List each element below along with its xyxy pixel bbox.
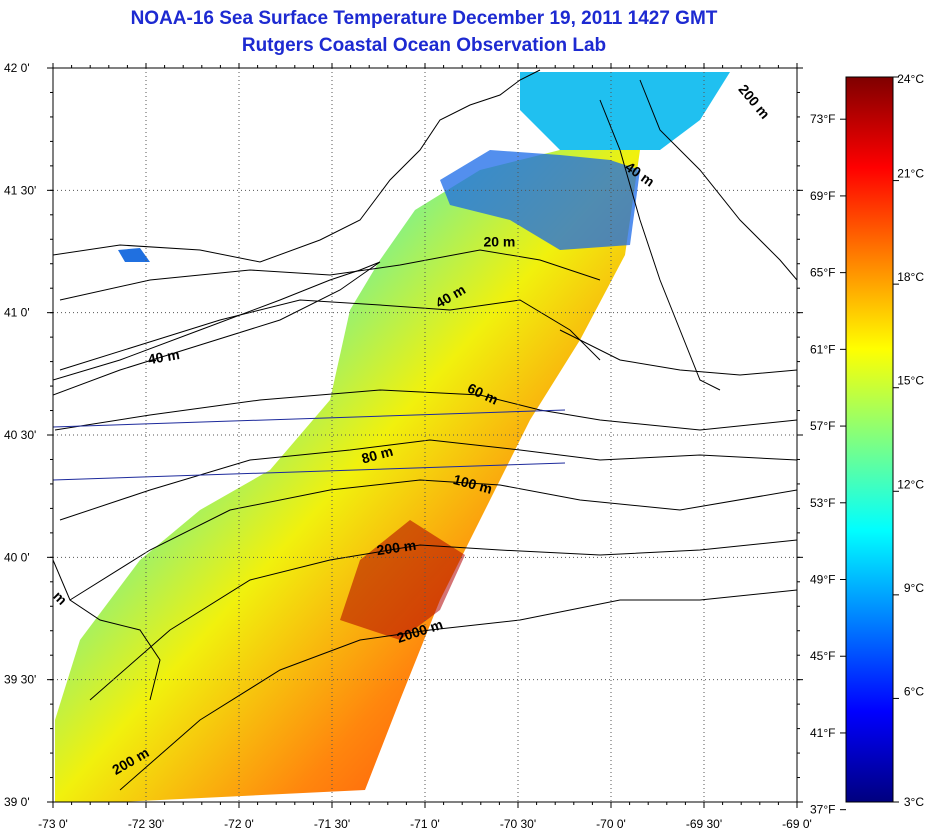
colorbar-fahrenheit-label: 65°F: [810, 266, 835, 280]
colorbar-fahrenheit-label: 61°F: [810, 342, 835, 356]
colorbar-celsius-label: 12°C: [897, 477, 924, 491]
lon-tick-label: -70 30': [500, 817, 536, 831]
colorbar-fahrenheit-label: 73°F: [810, 112, 835, 126]
lat-tick-label: 42 0': [4, 61, 30, 75]
colorbar-celsius-label: 3°C: [904, 795, 924, 809]
nj-coast: [53, 559, 161, 701]
colorbar-celsius-label: 21°C: [897, 167, 924, 181]
coastline: [53, 69, 541, 263]
colorbar-fahrenheit-labels: 73°F 69°F 65°F 61°F 57°F 53°F 49°F 45°F 41°F 37°F: [810, 112, 846, 817]
lon-tick-label: -72 0': [224, 817, 254, 831]
sst-coastal-patch: [118, 248, 150, 262]
colorbar-fahrenheit-label: 57°F: [810, 419, 835, 433]
colorbar-celsius-label: 18°C: [897, 270, 924, 284]
colorbar-fahrenheit-label: 45°F: [810, 649, 835, 663]
transect-line-south: [53, 462, 566, 481]
lat-tick-label: 41 0': [4, 306, 30, 320]
graticule: [53, 68, 797, 802]
colorbar-fahrenheit-label: 69°F: [810, 189, 835, 203]
map-subtitle: Rutgers Coastal Ocean Observation Lab: [241, 35, 607, 56]
lat-tick-label: 39 0': [4, 795, 30, 809]
isobath-label: 20 m: [483, 234, 515, 250]
lon-tick-label: -69 30': [686, 817, 722, 831]
isobath-label: 80 m: [360, 443, 395, 467]
lat-tick-label: 40 30': [4, 428, 36, 442]
lat-tick-label: 40 0': [4, 550, 30, 564]
sst-swath-north: [520, 72, 730, 150]
colorbar-fahrenheit-label: 53°F: [810, 496, 835, 510]
lat-tick-label: 39 30': [4, 673, 36, 687]
lon-tick-label: -73 0': [38, 817, 68, 831]
longitude-axis: -73 0' -72 30' -72 0' -71 30' -71 0' -70 30' -…: [38, 63, 812, 831]
colorbar-celsius-label: 15°C: [897, 374, 924, 388]
transect-line-north: [53, 409, 566, 428]
lon-tick-label: -71 30': [314, 817, 350, 831]
colorbar: [845, 76, 894, 803]
colorbar-celsius-label: 24°C: [897, 72, 924, 86]
sst-cold-patch: [440, 150, 640, 250]
cape-cod-coast: [599, 99, 721, 391]
lon-tick-label: -69 0': [782, 817, 812, 831]
colorbar-celsius-label: 6°C: [904, 684, 924, 698]
colorbar-celsius-label: 9°C: [904, 581, 924, 595]
colorbar-fahrenheit-label: 41°F: [810, 726, 835, 740]
isobath-label: 200 m: [376, 537, 418, 558]
colorbar-fahrenheit-label: 49°F: [810, 573, 835, 587]
isobath-label: 40 m: [147, 346, 181, 367]
map-title: NOAA-16 Sea Surface Temperature December…: [130, 8, 718, 29]
lon-tick-label: -71 0': [410, 817, 440, 831]
colorbar-celsius-labels: 24°C 21°C 18°C 15°C 12°C 9°C 6°C 3°C: [893, 72, 924, 809]
long-island-coast: [53, 261, 381, 396]
lat-tick-label: 41 30': [4, 183, 36, 197]
isobath-lines: [54, 79, 797, 791]
lon-tick-label: -72 30': [128, 817, 164, 831]
lon-tick-label: -70 0': [596, 817, 626, 831]
latitude-axis: 39 0' 39 30' 40 0' 40 30' 41 0' 41 30' 42 0': [4, 61, 803, 809]
sst-warm-core: [340, 520, 465, 640]
colorbar-fahrenheit-label: 37°F: [810, 803, 835, 817]
